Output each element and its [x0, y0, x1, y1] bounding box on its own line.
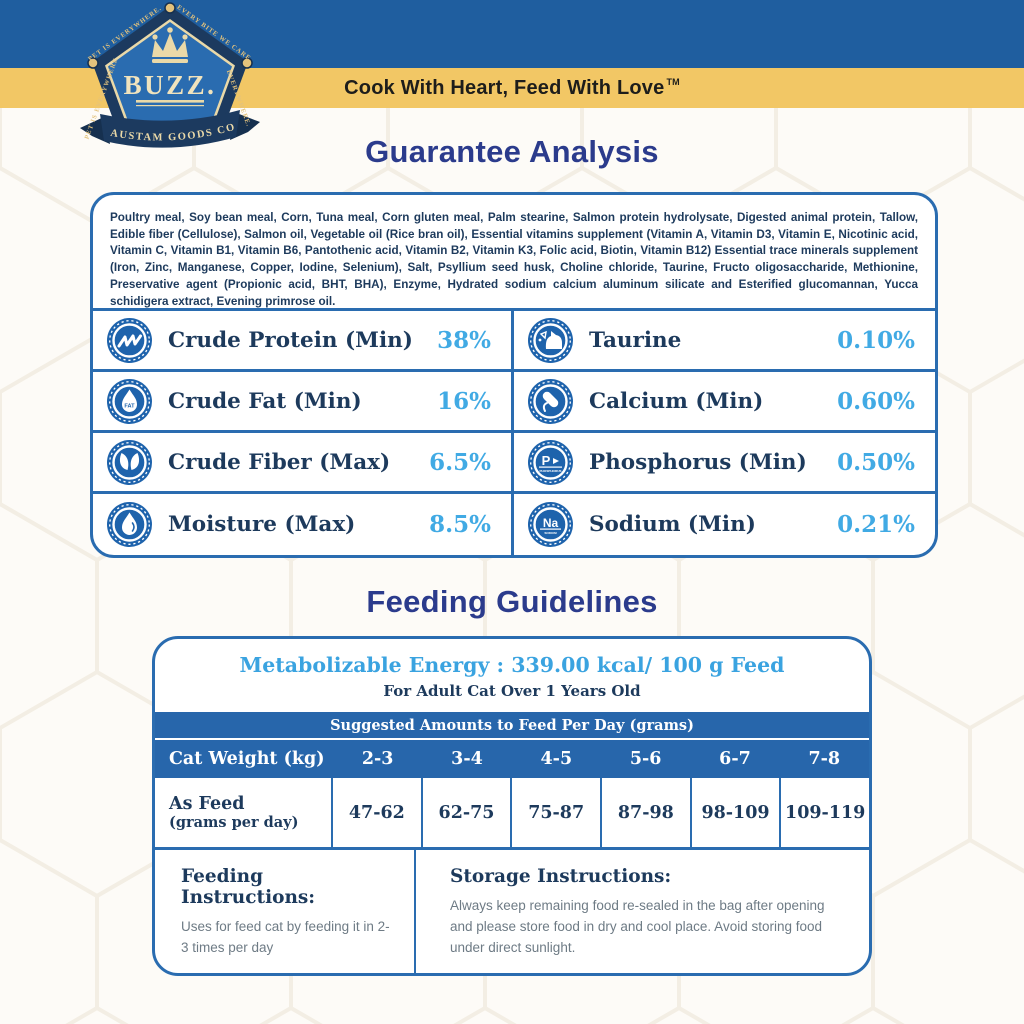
suggested-amounts-band: Suggested Amounts to Feed Per Day (grams… — [155, 712, 869, 740]
phosphorus-word-text: PHOSPHORUS — [539, 469, 561, 473]
nutrient-value: 8.5% — [429, 511, 491, 538]
metabolizable-energy-section: Metabolizable Energy : 339.00 kcal/ 100 … — [155, 639, 869, 712]
sodium-symbol-text: Na — [543, 516, 559, 530]
crown-icon — [152, 27, 188, 63]
nutrient-row-taurine: Taurine 0.10% — [514, 311, 935, 372]
nutrient-row-crude-fat: FAT Crude Fat (Min) 16% — [93, 372, 514, 433]
nutrient-grid: Crude Protein (Min) 38% Taurine 0.10% FA… — [93, 311, 935, 555]
fat-icon: FAT — [107, 378, 152, 424]
nutrient-row-calcium: Calcium (Min) 0.60% — [514, 372, 935, 433]
logo-underline — [136, 100, 204, 107]
weight-col-header: 5-6 — [629, 749, 662, 769]
nutrient-row-phosphorus: P PHOSPHORUS Phosphorus (Min) 0.50% — [514, 433, 935, 494]
protein-icon — [107, 317, 152, 363]
storage-instructions-block: Storage Instructions: Always keep remain… — [416, 850, 869, 973]
taurine-icon — [528, 317, 573, 363]
as-feed-label-cell: As Feed (grams per day) — [155, 778, 333, 847]
grams-per-day-label: (grams per day) — [169, 814, 299, 831]
phosphorus-icon: P PHOSPHORUS — [528, 439, 573, 485]
nutrient-value: 0.50% — [837, 448, 915, 476]
nutrient-label: Phosphorus (Min) — [589, 449, 807, 475]
nutrient-label: Moisture (Max) — [168, 512, 356, 537]
feed-amount-cell: 109-119 — [785, 802, 866, 823]
feed-amount-cell: 98-109 — [692, 778, 782, 847]
feed-amount-cell: 87-98 — [602, 778, 692, 847]
feeding-guidelines-title: Feeding Guidelines — [366, 584, 658, 619]
badge-vertex-dots — [87, 2, 253, 69]
nutrient-label: Crude Fiber (Max) — [168, 449, 391, 475]
nutrient-row-crude-fiber: Crude Fiber (Max) 6.5% — [93, 433, 514, 494]
feeding-guidelines-panel: Metabolizable Energy : 339.00 kcal/ 100 … — [152, 636, 872, 976]
guarantee-analysis-title: Guarantee Analysis — [365, 134, 659, 169]
sodium-icon: Na SODIUM — [528, 502, 573, 547]
feed-amount-cell: 62-75 — [423, 778, 513, 847]
nutrient-value: 0.10% — [837, 326, 915, 354]
nutrient-value: 6.5% — [429, 448, 491, 476]
nutrient-row-sodium: Na SODIUM Sodium (Min) 0.21% — [514, 494, 935, 555]
nutrient-label: Taurine — [589, 327, 682, 353]
feeding-instructions-title: Feeding Instructions: — [181, 866, 316, 908]
nutrient-value: 38% — [437, 326, 491, 354]
buzz-logo-badge: PET IS EVERYWHERE. EVERY BITE WE CARE. P… — [76, 2, 260, 148]
weight-col-header: 3-4 — [451, 749, 483, 769]
feed-amount-cell: 75-87 — [512, 778, 603, 847]
sodium-word-text: SODIUM — [544, 531, 557, 535]
nutrient-row-moisture: Moisture (Max) 8.5% — [93, 494, 514, 555]
storage-instructions-title: Storage Instructions: — [450, 866, 672, 887]
feeding-instructions-block: Feeding Instructions: Uses for feed cat … — [155, 850, 416, 973]
moisture-icon — [107, 502, 152, 547]
feeding-instructions-body: Uses for feed cat by feeding it in 2-3 t… — [181, 919, 390, 955]
calcium-icon — [528, 378, 573, 424]
guarantee-analysis-panel: Poultry meal, Soy bean meal, Corn, Tuna … — [90, 192, 938, 558]
nutrient-label: Calcium (Min) — [589, 388, 764, 414]
feeding-table-header-row: Cat Weight (kg) 2-3 3-4 4-5 5-6 6-7 7-8 — [155, 740, 869, 778]
weight-col-header: 7-8 — [808, 749, 841, 769]
instructions-section: Feeding Instructions: Uses for feed cat … — [155, 850, 869, 973]
weight-col-header: 6-7 — [719, 749, 751, 769]
nutrient-value: 0.21% — [837, 511, 915, 538]
feeding-table-data-row: As Feed (grams per day) 47-62 62-75 75-8… — [155, 778, 869, 850]
nutrient-value: 0.60% — [837, 387, 915, 415]
ingredients-paragraph: Poultry meal, Soy bean meal, Corn, Tuna … — [93, 195, 935, 311]
trademark-symbol: TM — [666, 77, 680, 87]
fiber-icon — [107, 439, 152, 485]
nutrient-label: Crude Protein (Min) — [168, 327, 413, 353]
weight-col-header: 4-5 — [540, 749, 573, 769]
phosphorus-symbol-text: P — [542, 453, 551, 468]
fat-icon-text: FAT — [124, 403, 135, 409]
brand-tagline: Cook With Heart, Feed With Love TM — [0, 68, 1024, 108]
metabolizable-energy-line: Metabolizable Energy : 339.00 kcal/ 100 … — [239, 653, 785, 677]
nutrient-row-crude-protein: Crude Protein (Min) 38% — [93, 311, 514, 372]
audience-line: For Adult Cat Over 1 Years Old — [383, 682, 641, 700]
storage-instructions-body: Always keep remaining food re-sealed in … — [450, 898, 825, 955]
as-feed-label: As Feed — [169, 794, 245, 814]
ribbon-banner — [100, 110, 240, 148]
cat-weight-header: Cat Weight (kg) — [169, 749, 325, 769]
nutrient-label: Crude Fat (Min) — [168, 388, 362, 414]
nutrient-label: Sodium (Min) — [589, 512, 756, 537]
logo-wordmark: BUZZ. — [124, 70, 217, 100]
weight-col-header: 2-3 — [361, 749, 394, 769]
feed-amount-cell: 47-62 — [333, 778, 423, 847]
nutrient-value: 16% — [437, 387, 491, 415]
tagline-text: Cook With Heart, Feed With Love — [344, 76, 665, 99]
